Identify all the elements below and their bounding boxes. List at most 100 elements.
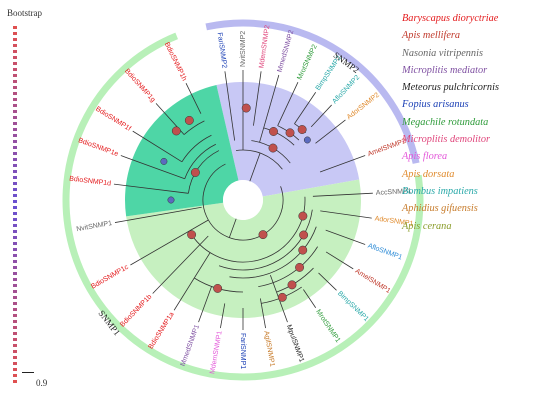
bootstrap-scale-tick [13, 146, 17, 149]
bootstrap-scale-tick [13, 38, 17, 41]
bootstrap-scale-tick [13, 50, 17, 53]
leaf-label: MmedSNMP2 [277, 29, 296, 73]
bootstrap-scale-tick [13, 230, 17, 233]
tree-branch [132, 130, 183, 163]
bootstrap-node [167, 196, 175, 204]
bootstrap-scale-tick [13, 92, 17, 95]
bootstrap-scale-tick [13, 122, 17, 125]
bootstrap-scale-tick [13, 98, 17, 101]
tree-branch [294, 92, 317, 124]
bootstrap-scale-tick [13, 116, 17, 119]
bootstrap-scale-tick [13, 332, 17, 335]
bootstrap-scale-tick [13, 68, 17, 71]
bootstrap-scale-tick [13, 104, 17, 107]
bootstrap-scale-tick [13, 326, 17, 329]
bootstrap-scale-tick [13, 254, 17, 257]
bootstrap-scale-tick [13, 260, 17, 263]
bootstrap-scale-tick [13, 158, 17, 161]
snmp2-clade-sector [216, 82, 360, 197]
legend-item: Megachile rotundata [402, 116, 489, 128]
bootstrap-scale-tick [13, 194, 17, 197]
leaf-label: BdioSNMP1f [94, 106, 132, 133]
bootstrap-scale-tick [13, 308, 17, 311]
tree-branch [315, 119, 346, 144]
tree-branch [152, 235, 209, 294]
bootstrap-node [160, 157, 168, 165]
bootstrap-node [303, 136, 311, 144]
bootstrap-scale-tick [13, 338, 17, 341]
bootstrap-scale-tick [13, 128, 17, 131]
bootstrap-scale-tick [13, 236, 17, 239]
legend-item: Aphidius gifuensis [402, 203, 478, 215]
bootstrap-scale-tick [13, 176, 17, 179]
bootstrap-node [268, 143, 278, 153]
leaf-label: NvitSNMP1 [76, 220, 113, 233]
bdio-clade-sector [125, 85, 239, 217]
legend-item: Microplitis demolitor [402, 134, 490, 146]
tree-branch [276, 267, 314, 293]
bootstrap-scale-tick [13, 272, 17, 275]
legend-item: Nasonia vitripennis [402, 47, 483, 59]
bootstrap-scale-tick [13, 302, 17, 305]
leaf-label: MrotSNMP2 [296, 43, 318, 81]
bootstrap-node [184, 115, 194, 125]
species-legend: Baryscapus dioryctriae Apis mellifera Naso… [402, 10, 550, 235]
bootstrap-scale-tick [13, 134, 17, 137]
bootstrap-scale-tick [13, 290, 17, 293]
bootstrap-scale-tick [13, 164, 17, 167]
snmp2-ring [205, 19, 420, 164]
legend-item: Apis florea [402, 151, 448, 163]
leaf-label: AccSNMP1 [376, 188, 412, 197]
tree-branch [130, 219, 209, 266]
tree-branch [202, 163, 284, 241]
tree-branch [319, 155, 366, 173]
tree-branch [259, 74, 280, 143]
bootstrap-scale-tick [13, 374, 17, 377]
bootstrap-scale-tick [13, 44, 17, 47]
tree-branch [318, 272, 337, 291]
bootstrap-node [287, 280, 297, 290]
leaf-label: MpulSNMP1 [285, 324, 305, 363]
bootstrap-scale-tick [13, 284, 17, 287]
bootstrap-node [295, 262, 305, 272]
bootstrap-node [213, 283, 223, 293]
bootstrap-node [277, 292, 287, 302]
leaf-label: BdioSNMP1g [123, 68, 156, 104]
leaf-label: MdemSNMP2 [258, 25, 271, 69]
tree-branch [198, 286, 212, 323]
leaf-label: AmelSNMP1 [354, 268, 392, 295]
bootstrap-scale-tick [13, 380, 17, 383]
tree-center [223, 180, 263, 220]
leaf-label: FariSNMP2 [216, 32, 228, 69]
bootstrap-scale-tick [13, 224, 17, 227]
tree-branch [303, 289, 317, 308]
tree-branch [325, 229, 366, 245]
tree-branch [258, 246, 318, 288]
legend-item: Apis dorsata [402, 168, 455, 180]
tree-branch [218, 209, 313, 271]
bootstrap-title: Bootstrap [7, 8, 42, 18]
leaf-label: BdioSNMP1h [163, 41, 188, 82]
bootstrap-node [298, 211, 308, 221]
tree-branch [120, 155, 185, 180]
bootstrap-scale-tick [13, 368, 17, 371]
tree-branch [312, 192, 373, 197]
bootstrap-node [298, 245, 308, 255]
tree-branch [173, 252, 211, 311]
leaf-label: AfloSNMP1 [367, 243, 403, 262]
bootstrap-scale-tick [13, 182, 17, 185]
bootstrap-scale-tick [13, 74, 17, 77]
bootstrap-scale-tick [13, 314, 17, 317]
leaf-label: AfloSNMP2 [331, 74, 361, 105]
tree-branch [188, 150, 220, 194]
leaf-label: BdioSNMP1b [119, 293, 153, 328]
legend-item: Microplitis mediator [402, 64, 488, 76]
bootstrap-scale-tick [13, 248, 17, 251]
tree-branch [228, 218, 237, 238]
tree-branch [229, 226, 317, 279]
bootstrap-scale-tick [13, 356, 17, 359]
scale-bar [22, 372, 34, 373]
leaf-label: BdioSNMP1e [77, 137, 119, 158]
